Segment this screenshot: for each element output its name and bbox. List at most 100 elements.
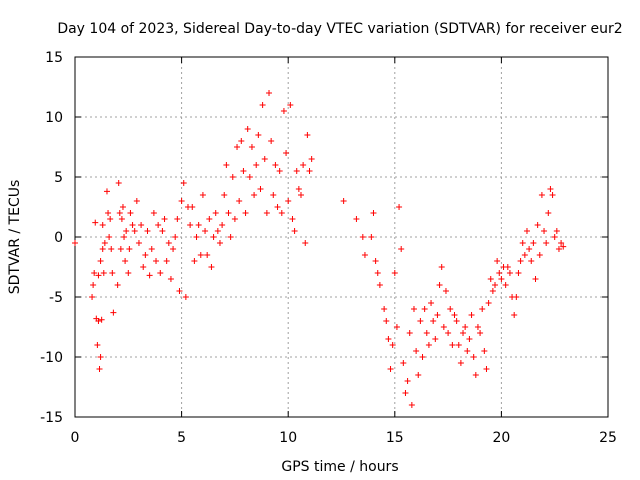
data-point bbox=[223, 162, 230, 168]
data-point bbox=[127, 210, 134, 216]
data-point bbox=[308, 156, 315, 162]
data-point bbox=[257, 186, 264, 192]
data-point bbox=[251, 192, 258, 198]
data-point bbox=[402, 390, 409, 396]
data-point bbox=[114, 282, 121, 288]
data-point bbox=[526, 246, 533, 252]
y-tick-label: -5 bbox=[49, 290, 63, 306]
data-point bbox=[521, 252, 528, 258]
data-point bbox=[391, 270, 398, 276]
data-point bbox=[547, 186, 554, 192]
data-point bbox=[370, 210, 377, 216]
data-point bbox=[125, 270, 132, 276]
data-point bbox=[361, 252, 368, 258]
data-point bbox=[107, 216, 114, 222]
data-point bbox=[551, 234, 558, 240]
data-point bbox=[105, 210, 112, 216]
data-point bbox=[259, 102, 266, 108]
data-point bbox=[291, 228, 298, 234]
data-point bbox=[417, 318, 424, 324]
data-point bbox=[396, 204, 403, 210]
data-point bbox=[400, 360, 407, 366]
data-point bbox=[528, 258, 535, 264]
data-point bbox=[440, 324, 447, 330]
data-point bbox=[92, 219, 99, 226]
data-point bbox=[280, 108, 287, 114]
data-point bbox=[229, 174, 236, 180]
data-point bbox=[214, 228, 221, 234]
data-point bbox=[300, 162, 307, 168]
data-point bbox=[121, 234, 128, 240]
chart-title: Day 104 of 2023, Sidereal Day-to-day VTE… bbox=[57, 21, 622, 37]
data-point bbox=[101, 240, 108, 246]
data-point bbox=[126, 246, 133, 252]
data-point bbox=[410, 306, 417, 312]
data-point bbox=[496, 270, 503, 276]
data-point bbox=[99, 246, 106, 252]
data-point bbox=[474, 324, 481, 330]
data-point bbox=[560, 243, 567, 250]
data-point bbox=[119, 204, 126, 210]
data-point bbox=[389, 342, 396, 348]
data-point bbox=[193, 234, 200, 240]
data-point bbox=[142, 252, 149, 258]
data-point bbox=[368, 234, 375, 240]
y-tick-label: 10 bbox=[45, 110, 63, 126]
data-point bbox=[244, 126, 251, 132]
data-point bbox=[187, 222, 194, 228]
data-point bbox=[155, 222, 162, 228]
data-point bbox=[451, 312, 458, 318]
data-point bbox=[421, 306, 428, 312]
y-tick-label: -10 bbox=[40, 350, 63, 366]
data-point bbox=[494, 258, 501, 264]
data-point bbox=[408, 402, 415, 408]
y-axis-label: SDTVAR / TECUs bbox=[7, 180, 23, 295]
data-point bbox=[285, 198, 292, 204]
data-point bbox=[98, 316, 105, 323]
data-point bbox=[94, 342, 101, 348]
data-point bbox=[423, 330, 430, 336]
data-point bbox=[274, 204, 281, 210]
data-point bbox=[455, 342, 462, 348]
data-point bbox=[449, 342, 456, 348]
data-point bbox=[204, 252, 211, 258]
data-point bbox=[89, 294, 96, 300]
data-point bbox=[109, 270, 116, 276]
data-point bbox=[208, 264, 215, 270]
data-point bbox=[178, 198, 185, 204]
data-point bbox=[398, 246, 405, 252]
data-point bbox=[172, 234, 179, 240]
data-point bbox=[263, 210, 270, 216]
data-point bbox=[481, 348, 488, 354]
y-tick-label: -15 bbox=[40, 410, 63, 426]
data-point bbox=[95, 318, 102, 324]
data-point bbox=[253, 162, 260, 168]
data-point bbox=[106, 234, 113, 240]
data-point bbox=[462, 324, 469, 330]
data-point bbox=[197, 252, 204, 258]
data-point bbox=[176, 288, 183, 294]
data-point bbox=[283, 150, 290, 156]
data-point bbox=[189, 204, 196, 210]
data-point bbox=[118, 216, 125, 222]
data-point bbox=[393, 324, 400, 330]
data-point bbox=[157, 270, 164, 276]
data-point bbox=[174, 216, 181, 222]
data-point bbox=[487, 276, 494, 282]
data-point bbox=[266, 90, 273, 96]
data-point bbox=[541, 228, 548, 234]
data-point bbox=[227, 234, 234, 240]
data-point bbox=[153, 258, 160, 264]
data-point bbox=[96, 366, 103, 372]
x-tick-label: 15 bbox=[386, 430, 404, 446]
data-point bbox=[131, 228, 138, 234]
data-point bbox=[202, 228, 209, 234]
x-axis-label: GPS time / hours bbox=[281, 459, 398, 475]
data-point bbox=[477, 330, 484, 336]
data-point bbox=[517, 258, 524, 264]
data-point bbox=[504, 264, 511, 270]
data-point bbox=[553, 228, 560, 234]
x-tick-label: 5 bbox=[177, 430, 186, 446]
data-point bbox=[483, 366, 490, 372]
data-point bbox=[436, 282, 443, 288]
